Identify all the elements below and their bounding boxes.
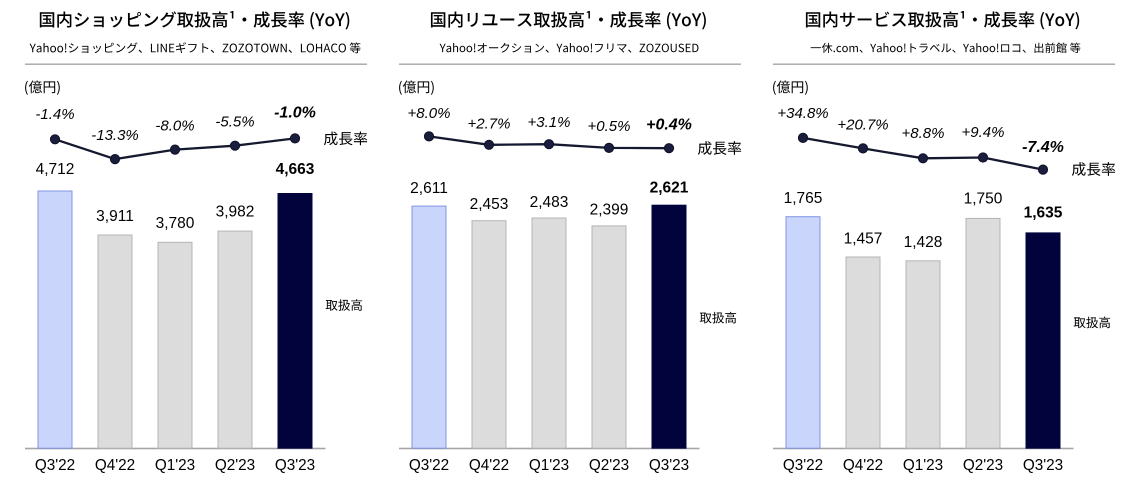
svg-text:-5.5%: -5.5%	[215, 114, 254, 131]
svg-text:+2.7%: +2.7%	[468, 116, 511, 133]
svg-text:+20.7%: +20.7%	[837, 117, 888, 134]
svg-text:Q1'23: Q1'23	[155, 457, 195, 474]
svg-text:+0.4%: +0.4%	[646, 117, 692, 134]
svg-text:Q1'23: Q1'23	[903, 457, 943, 474]
svg-text:Q2'23: Q2'23	[589, 457, 629, 474]
svg-text:3,982: 3,982	[216, 204, 255, 221]
svg-text:+8.8%: +8.8%	[902, 125, 945, 142]
svg-text:2,483: 2,483	[530, 194, 569, 211]
svg-text:-7.4%: -7.4%	[1022, 139, 1064, 156]
svg-text:+0.5%: +0.5%	[588, 118, 631, 135]
svg-text:1,750: 1,750	[964, 191, 1003, 208]
svg-text:+8.0%: +8.0%	[408, 105, 451, 122]
svg-text:+3.1%: +3.1%	[528, 114, 571, 131]
svg-text:Q2'23: Q2'23	[215, 457, 255, 474]
svg-text:1,457: 1,457	[844, 230, 883, 247]
svg-text:Q2'23: Q2'23	[963, 457, 1003, 474]
svg-text:Q1'23: Q1'23	[529, 457, 569, 474]
svg-text:-1.0%: -1.0%	[274, 105, 316, 122]
svg-text:-8.0%: -8.0%	[155, 117, 194, 134]
svg-text:2,611: 2,611	[410, 180, 448, 197]
svg-text:4,712: 4,712	[36, 161, 75, 178]
svg-text:4,663: 4,663	[276, 161, 315, 178]
svg-text:2,453: 2,453	[470, 196, 509, 213]
svg-text:Q4'22: Q4'22	[469, 457, 509, 474]
svg-text:Q4'22: Q4'22	[95, 457, 135, 474]
svg-text:+34.8%: +34.8%	[777, 105, 828, 122]
svg-text:Q3'23: Q3'23	[649, 457, 689, 474]
svg-text:Q3'23: Q3'23	[1023, 457, 1063, 474]
svg-text:1,635: 1,635	[1024, 204, 1063, 221]
svg-text:Q3'22: Q3'22	[35, 457, 75, 474]
svg-text:+9.4%: +9.4%	[962, 124, 1005, 141]
svg-text:-1.4%: -1.4%	[35, 106, 74, 123]
svg-text:2,621: 2,621	[650, 179, 689, 196]
svg-text:Q4'22: Q4'22	[843, 457, 883, 474]
svg-text:-13.3%: -13.3%	[91, 127, 139, 144]
svg-text:3,911: 3,911	[96, 208, 134, 225]
svg-text:Q3'23: Q3'23	[275, 457, 315, 474]
svg-text:Q3'22: Q3'22	[409, 457, 449, 474]
svg-text:2,399: 2,399	[590, 202, 629, 219]
svg-text:1,428: 1,428	[904, 234, 943, 251]
svg-text:1,765: 1,765	[784, 190, 823, 207]
svg-text:Q3'22: Q3'22	[783, 457, 823, 474]
svg-text:3,780: 3,780	[156, 215, 195, 232]
